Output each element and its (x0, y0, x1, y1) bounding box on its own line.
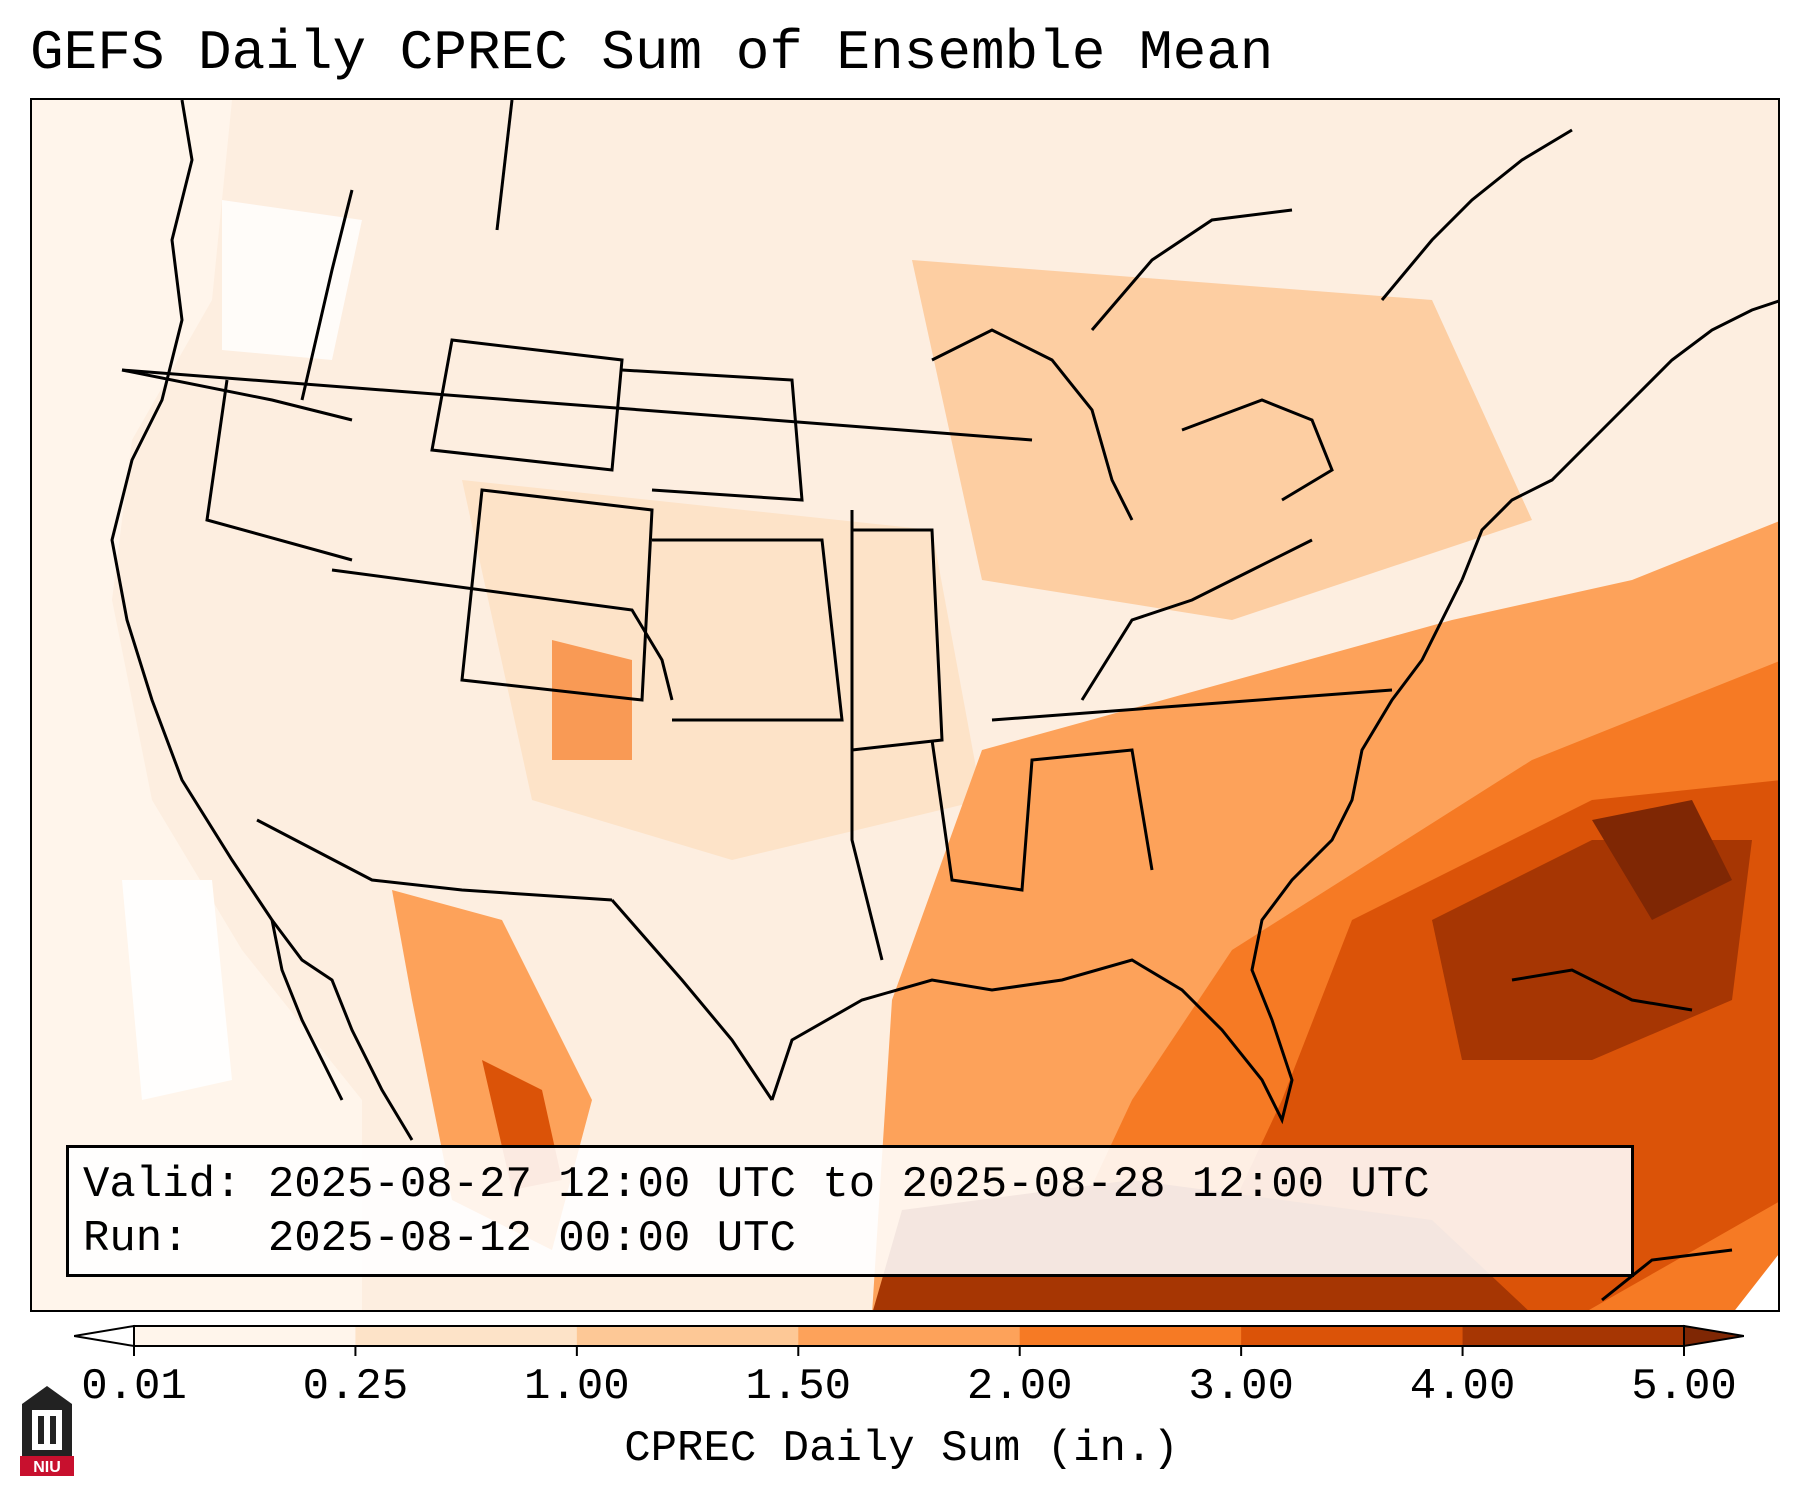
gulf-and-atlantic-coast (770, 579, 1464, 1125)
valid-run-info-box: Valid: 2025-08-27 12:00 UTC to 2025-08-2… (66, 1145, 1634, 1277)
run-label: Run: (83, 1214, 189, 1264)
offshore-peak-region (1592, 800, 1732, 920)
colorbar-outline (133, 1325, 1685, 1347)
montana-border-north (495, 100, 514, 231)
pacific-region (32, 100, 362, 1310)
idaho-border (300, 189, 354, 401)
colorbar (74, 1324, 1744, 1356)
kansas-oklahoma-lines (652, 538, 844, 722)
precipitation-map (30, 98, 1780, 1312)
tennessee-northern-border (991, 688, 1393, 722)
rio-grande (610, 899, 774, 1101)
wyoming-outline (430, 338, 624, 472)
colorbar-segment (1241, 1326, 1464, 1346)
colorbar-tick-label: 3.00 (1188, 1362, 1294, 1412)
baja-coastline (270, 919, 414, 1141)
nevada-border (205, 379, 353, 562)
plains-state-lines (850, 510, 884, 961)
ohio-river (1080, 538, 1313, 701)
run-value: 2025-08-12 00:00 UTC (267, 1214, 796, 1264)
chart-title: GEFS Daily CPREC Sum of Ensemble Mean (30, 21, 1274, 85)
colorbar-tick-label: 1.50 (745, 1362, 852, 1412)
logo-building-window (32, 1410, 62, 1450)
logo-text: NIU (33, 1459, 61, 1476)
northwest-dry-region (222, 200, 362, 360)
west-coastline (110, 100, 344, 1101)
colorbar-under-extension (74, 1324, 135, 1348)
northeast-coast (1460, 299, 1778, 581)
valid-value: 2025-08-27 12:00 UTC to 2025-08-28 12:00… (267, 1160, 1430, 1210)
central-state-lines (331, 568, 674, 701)
oregon-washington-border (121, 368, 353, 422)
valid-label: Valid: (83, 1160, 242, 1210)
colorbar-tick-label: 5.00 (1631, 1362, 1737, 1412)
colorbar-over-extension (1683, 1324, 1744, 1348)
dakotas-nebraska-lines (621, 368, 804, 502)
niu-logo-icon: NIU (20, 1386, 74, 1476)
logo-building-column-2 (50, 1416, 56, 1444)
colorbar-segment (576, 1326, 799, 1346)
colorbar-segment (355, 1326, 578, 1346)
lake-superior-shore (1090, 208, 1293, 331)
colorbar-segment (134, 1326, 356, 1346)
colorbar-segment (1462, 1326, 1685, 1346)
logo-red-band (20, 1456, 74, 1476)
deep-south-lines (930, 739, 1154, 892)
great-lakes-region (912, 260, 1532, 620)
colorado-patch (552, 640, 632, 760)
colorbar-tick-label: 1.00 (524, 1362, 630, 1412)
st-lawrence (1380, 128, 1573, 301)
lake-erie-ontario (1181, 398, 1334, 502)
colorbar-segment (1019, 1326, 1242, 1346)
projection-edge (1735, 1255, 1778, 1310)
us-canada-border (121, 368, 1033, 442)
colorbar-label: CPREC Daily Sum (in.) (624, 1424, 1179, 1474)
logo-building-column (38, 1416, 44, 1444)
map-canvas (32, 100, 1778, 1310)
colorado-outline (460, 488, 654, 702)
cuba-outline (1511, 968, 1693, 1012)
colorbar-segment (798, 1326, 1021, 1346)
colorbar-tick-label: 4.00 (1409, 1362, 1516, 1412)
us-mexico-border-west (256, 818, 613, 902)
colorbar-tick-label: 2.00 (966, 1362, 1073, 1412)
boundaries (110, 100, 1778, 1302)
colorbar-tick-label: 0.25 (302, 1362, 409, 1412)
lake-michigan-shore (931, 328, 1134, 521)
colorbar-tick-label: 0.01 (81, 1362, 187, 1412)
missouri-arkansas-lines (851, 528, 944, 752)
baja-dry-region (122, 880, 232, 1100)
caribbean-islands (1601, 1248, 1733, 1302)
